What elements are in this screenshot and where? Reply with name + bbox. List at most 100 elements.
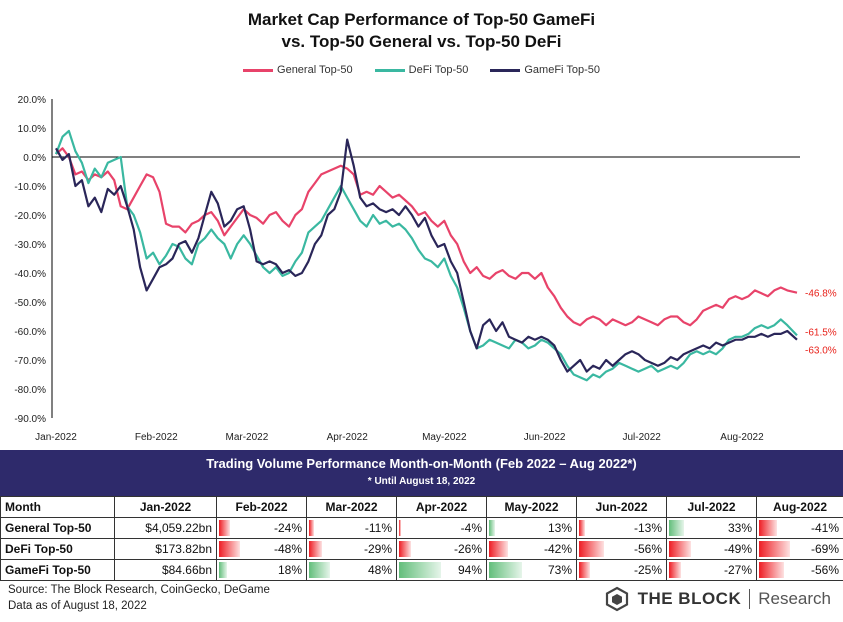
volume-change-cell: -69% xyxy=(756,538,843,560)
volume-row-label: DeFi Top-50 xyxy=(0,538,115,560)
volume-change-label: -69% xyxy=(810,542,839,556)
volume-change-label: -41% xyxy=(810,521,839,535)
volume-change-bar xyxy=(669,562,681,578)
legend-swatch-defi xyxy=(374,68,405,72)
volume-row-label: GameFi Top-50 xyxy=(0,559,115,581)
volume-change-bar xyxy=(579,520,585,536)
volume-change-cell: -42% xyxy=(486,538,577,560)
legend-swatch-gamefi xyxy=(490,68,521,72)
volume-change-label: -25% xyxy=(633,563,662,577)
volume-row: GameFi Top-50 $84.66bn 18% 48% 94% 73% -25% -27… xyxy=(0,559,843,581)
volume-change-cell: -24% xyxy=(216,517,307,539)
volume-change-bar xyxy=(219,520,230,536)
volume-change-bar xyxy=(489,562,522,578)
legend-label-general: General Top-50 xyxy=(277,64,353,76)
volume-change-label: 73% xyxy=(547,563,572,577)
series-line-gamefi xyxy=(55,138,798,373)
volume-change-cell: -56% xyxy=(756,559,843,581)
volume-table-body: General Top-50 $4,059.22bn -24% -11% -4% 13% -… xyxy=(0,517,843,581)
x-tick-label: Jul-2022 xyxy=(623,432,662,443)
volume-table-subtitle: * Until August 18, 2022 xyxy=(367,476,476,487)
volume-change-bar xyxy=(399,541,411,557)
volume-change-label: 94% xyxy=(457,563,482,577)
brand-name: THE BLOCK xyxy=(637,589,742,608)
volume-header-cell: Feb-2022 xyxy=(216,496,307,518)
volume-header-cell: Month xyxy=(0,496,115,518)
volume-change-bar xyxy=(579,541,604,557)
x-tick-label: Jun-2022 xyxy=(524,432,566,443)
volume-change-label: -49% xyxy=(723,542,752,556)
volume-change-bar xyxy=(489,541,508,557)
volume-header-cell: Jul-2022 xyxy=(666,496,757,518)
volume-header-cell: Aug-2022 xyxy=(756,496,843,518)
hexagon-cube-icon xyxy=(605,586,628,612)
chart-title-line1: Market Cap Performance of Top-50 GameFi xyxy=(247,10,596,29)
y-tick-label: -60.0% xyxy=(14,327,46,338)
y-tick-label: -10.0% xyxy=(14,182,46,193)
volume-header-cell: Jun-2022 xyxy=(576,496,667,518)
volume-change-label: -56% xyxy=(810,563,839,577)
volume-change-label: 33% xyxy=(727,521,752,535)
volume-change-cell: 13% xyxy=(486,517,577,539)
volume-change-label: -4% xyxy=(460,521,482,535)
volume-change-bar xyxy=(759,520,777,536)
end-value-label: -46.8% xyxy=(805,289,837,300)
legend-item-defi: DeFi Top-50 xyxy=(374,64,469,76)
y-tick-label: -90.0% xyxy=(14,414,46,425)
volume-change-label: -13% xyxy=(633,521,662,535)
volume-row: General Top-50 $4,059.22bn -24% -11% -4% 13% -… xyxy=(0,517,843,539)
volume-header-cell: Mar-2022 xyxy=(306,496,397,518)
chart-legend: General Top-50 DeFi Top-50 GameFi Top-50 xyxy=(0,64,843,76)
x-tick-label: Mar-2022 xyxy=(226,432,269,443)
volume-change-cell: -4% xyxy=(396,517,487,539)
volume-table-title: Trading Volume Performance Month-on-Mont… xyxy=(206,456,637,471)
volume-change-label: -11% xyxy=(364,521,392,535)
y-tick-label: -40.0% xyxy=(14,269,46,280)
volume-change-cell: -13% xyxy=(576,517,667,539)
volume-header-cell: Apr-2022 xyxy=(396,496,487,518)
volume-header-row: Month Jan-2022 Feb-2022 Mar-2022 Apr-2022 May… xyxy=(0,496,843,518)
volume-change-label: 13% xyxy=(547,521,572,535)
legend-label-defi: DeFi Top-50 xyxy=(408,64,469,76)
volume-change-label: -24% xyxy=(273,521,302,535)
y-tick-label: -70.0% xyxy=(14,356,46,367)
x-tick-label: Jan-2022 xyxy=(35,432,77,443)
volume-change-label: -42% xyxy=(543,542,572,556)
volume-change-cell: -49% xyxy=(666,538,757,560)
x-tick-label: Feb-2022 xyxy=(135,432,178,443)
volume-change-label: -29% xyxy=(363,542,392,556)
brand-sub: Research xyxy=(758,589,831,608)
volume-change-bar xyxy=(219,562,227,578)
end-value-label: -61.5% xyxy=(805,327,837,338)
asof-note: Data as of August 18, 2022 xyxy=(8,600,147,612)
brand-logo: THE BLOCK Research xyxy=(604,586,831,612)
x-tick-label: Apr-2022 xyxy=(327,432,369,443)
series-line-defi xyxy=(54,129,798,382)
volume-row-label: General Top-50 xyxy=(0,517,115,539)
volume-change-bar xyxy=(309,520,314,536)
volume-change-bar xyxy=(579,562,590,578)
volume-banner: Trading Volume Performance Month-on-Mont… xyxy=(0,450,843,496)
volume-base-value: $84.66bn xyxy=(114,559,217,581)
series-line-general xyxy=(55,147,798,327)
volume-change-label: 48% xyxy=(367,563,392,577)
volume-change-bar xyxy=(219,541,240,557)
volume-change-cell: -26% xyxy=(396,538,487,560)
y-tick-label: 10.0% xyxy=(18,124,46,135)
y-tick-label: -80.0% xyxy=(14,385,46,396)
volume-change-label: -26% xyxy=(453,542,482,556)
volume-row: DeFi Top-50 $173.82bn -48% -29% -26% -42% -56%… xyxy=(0,538,843,560)
volume-table: Month Jan-2022 Feb-2022 Mar-2022 Apr-2022 May… xyxy=(0,496,843,581)
volume-header-cell: Jan-2022 xyxy=(114,496,217,518)
volume-change-bar xyxy=(669,541,691,557)
legend-item-general: General Top-50 xyxy=(243,64,353,76)
brand-separator xyxy=(749,589,751,609)
legend-item-gamefi: GameFi Top-50 xyxy=(490,64,600,76)
volume-change-bar xyxy=(759,541,790,557)
volume-change-cell: -11% xyxy=(306,517,397,539)
volume-change-cell: 73% xyxy=(486,559,577,581)
source-note: Source: The Block Research, CoinGecko, D… xyxy=(8,584,270,596)
volume-change-bar xyxy=(489,520,495,536)
volume-base-value: $4,059.22bn xyxy=(114,517,217,539)
end-value-label: -63.0% xyxy=(805,346,837,357)
